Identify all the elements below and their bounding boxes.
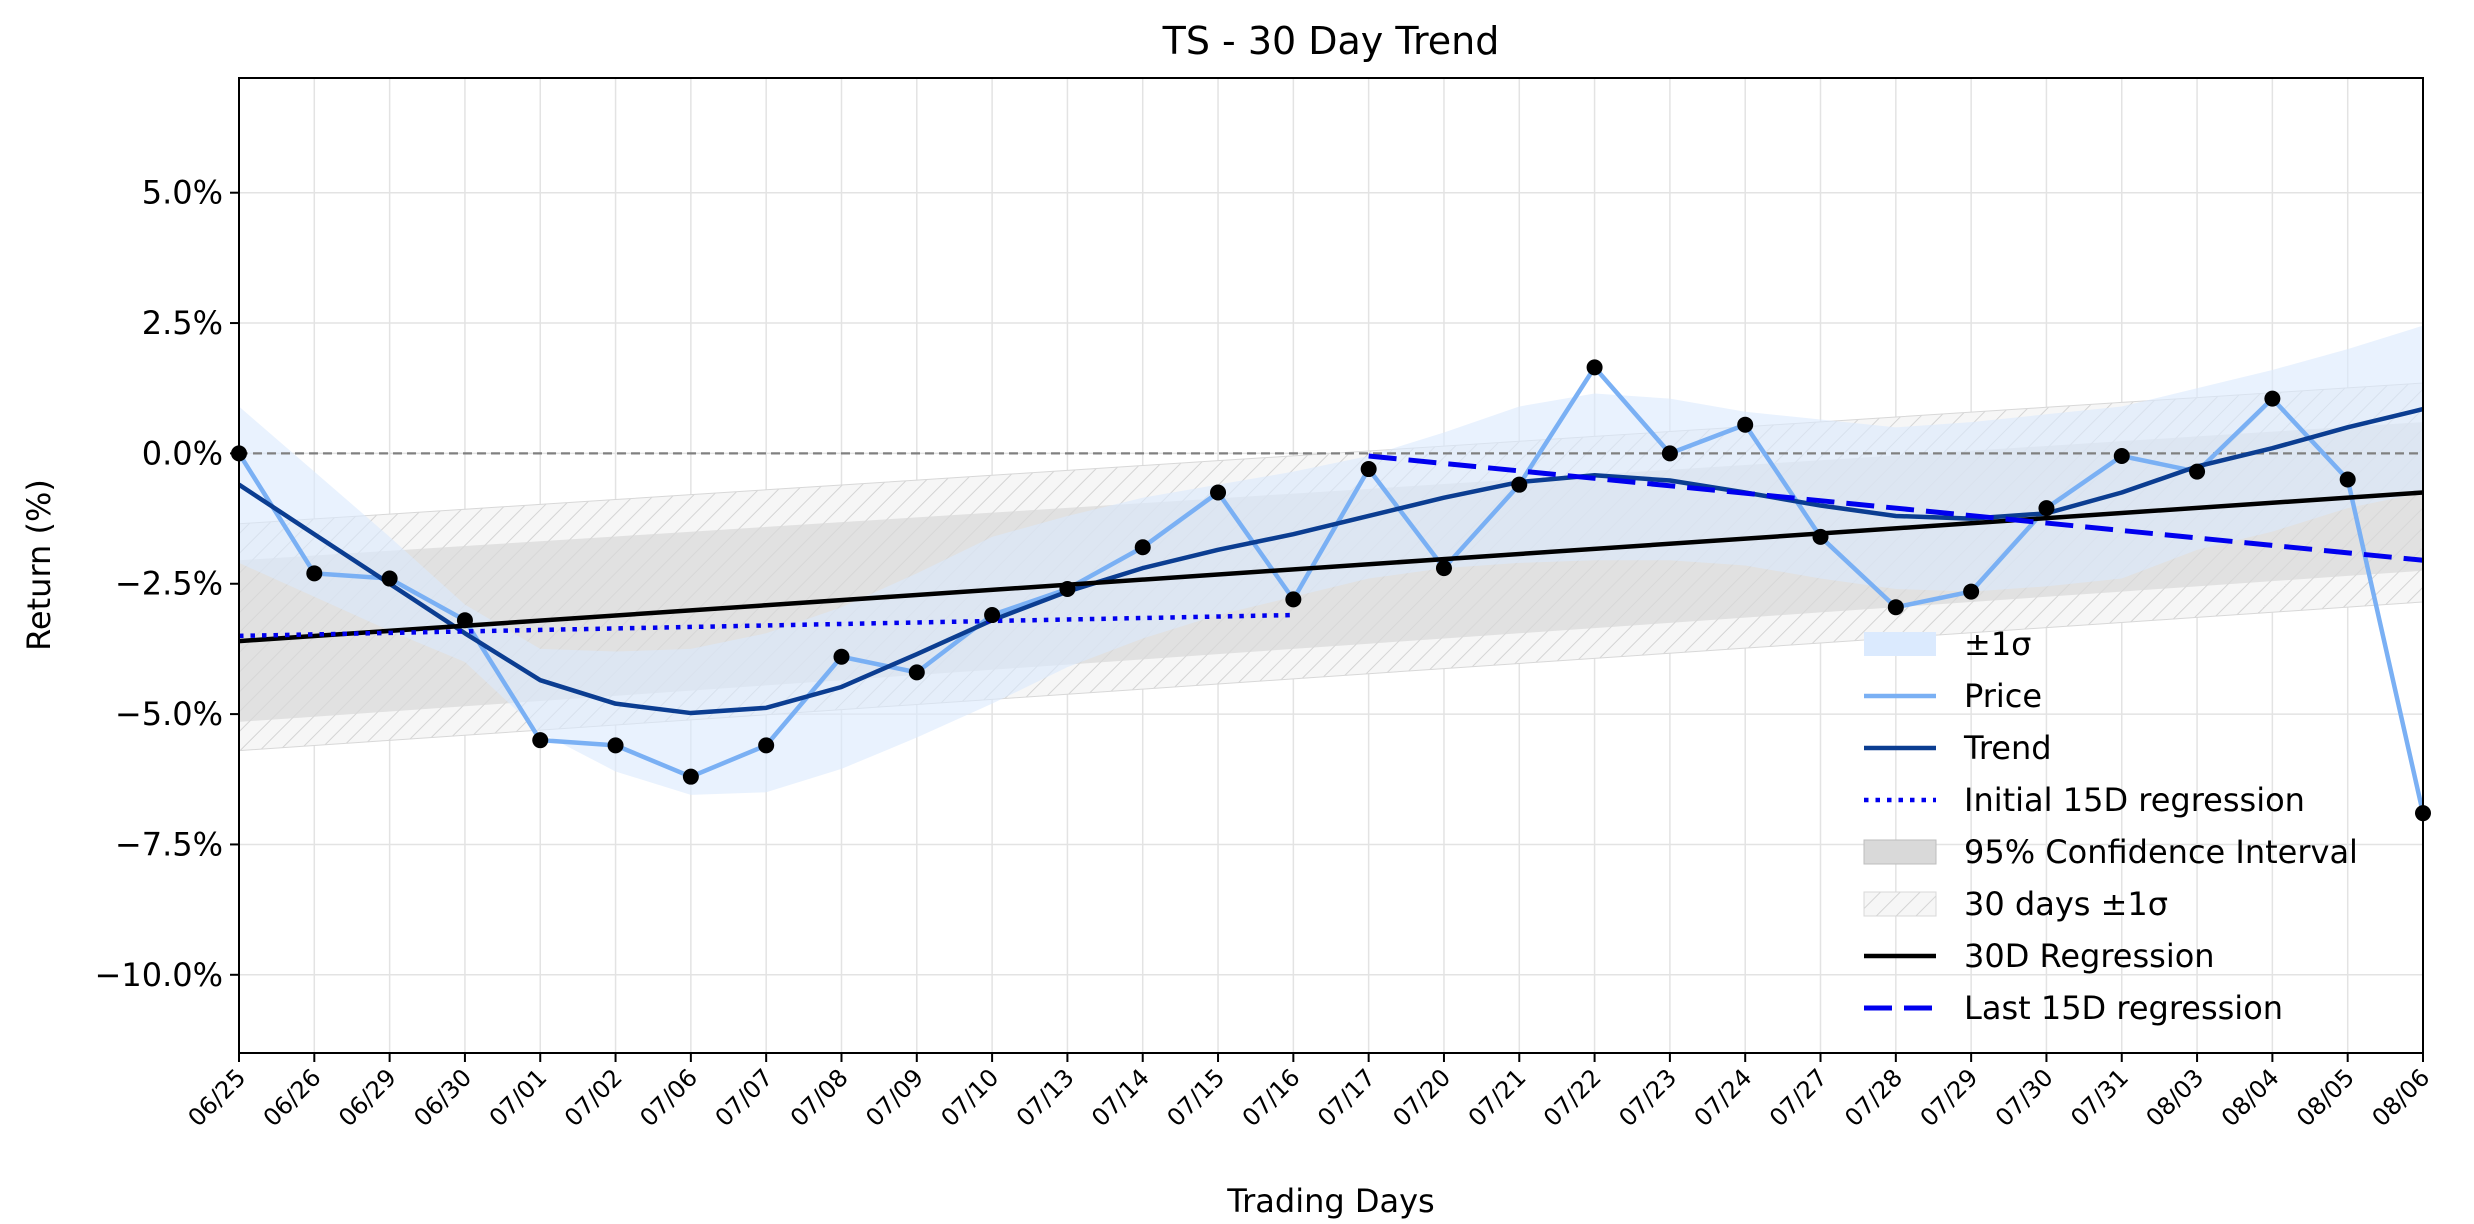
x-tick-label: 07/31 — [2065, 1063, 2134, 1132]
legend-swatch-95-confidence-interval — [1863, 839, 1937, 865]
y-tick-label: −5.0% — [115, 695, 223, 733]
price-point — [1059, 580, 1076, 597]
x-axis-ticks: 06/25 06/26 06/29 06/30 07/01 07/02 07/06 07/07… — [183, 1053, 2436, 1132]
price-point — [984, 607, 1001, 624]
price-point — [1661, 445, 1678, 462]
price-point — [1360, 461, 1377, 478]
price-line — [239, 365, 2423, 814]
price-markers — [231, 359, 2431, 822]
y-tick-label: −2.5% — [115, 565, 223, 603]
chart-title: TS - 30 Day Trend — [1162, 19, 1500, 63]
y-tick-label: 2.5% — [142, 304, 223, 342]
price-point — [1285, 591, 1302, 608]
price-point — [908, 664, 925, 681]
price-point — [1134, 539, 1151, 556]
x-tick-label: 07/13 — [1011, 1063, 1080, 1132]
price-point — [456, 612, 473, 629]
x-tick-label: 07/29 — [1915, 1063, 1984, 1132]
x-tick-label: 07/15 — [1162, 1063, 1231, 1132]
x-tick-label: 07/08 — [785, 1063, 854, 1132]
price-point — [1586, 359, 1603, 376]
x-tick-label: 07/17 — [1312, 1063, 1381, 1132]
price-point — [1210, 484, 1227, 501]
price-point — [532, 732, 549, 749]
x-tick-label: 07/30 — [1990, 1063, 2059, 1132]
x-tick-label: 07/27 — [1764, 1063, 1833, 1132]
trend-line — [239, 406, 2423, 716]
price-point — [1963, 583, 1980, 600]
price-point — [2189, 463, 2206, 480]
x-tick-label: 07/02 — [559, 1063, 628, 1132]
price-point — [1435, 560, 1452, 577]
price-point — [1737, 416, 1754, 433]
x-tick-label: 07/20 — [1387, 1063, 1456, 1132]
price-point — [1511, 476, 1528, 493]
regression-last-15d-line — [1368, 453, 2423, 563]
y-tick-label: 0.0% — [142, 434, 223, 472]
price-point — [833, 648, 850, 665]
price-point — [682, 768, 699, 785]
price-point — [2339, 471, 2356, 488]
regression-30d-line — [239, 490, 2423, 644]
x-tick-label: 07/21 — [1463, 1063, 1532, 1132]
x-tick-label: 06/26 — [258, 1063, 327, 1132]
price-point — [2038, 500, 2055, 517]
legend-swatch-30-days-1 — [1863, 891, 1937, 917]
band-sigma — [239, 325, 2423, 795]
y-tick-label: −10.0% — [95, 956, 223, 994]
legend-label: 95% Confidence Interval — [1964, 833, 2358, 871]
legend-label: Trend — [1963, 729, 2052, 767]
x-tick-label: 07/10 — [936, 1063, 1005, 1132]
y-tick-label: 5.0% — [142, 174, 223, 212]
legend-swatch-1 — [1864, 632, 1936, 656]
x-tick-label: 07/16 — [1237, 1063, 1306, 1132]
legend-label: Initial 15D regression — [1964, 781, 2305, 819]
x-tick-label: 06/29 — [333, 1063, 402, 1132]
x-axis-label: Trading Days — [1226, 1182, 1434, 1220]
x-tick-label: 08/03 — [2141, 1063, 2210, 1132]
x-tick-label: 07/01 — [484, 1063, 553, 1132]
x-tick-label: 07/09 — [860, 1063, 929, 1132]
price-point — [1887, 599, 1904, 616]
price-point — [381, 570, 398, 587]
price-point — [607, 737, 624, 754]
series-lines — [239, 365, 2423, 814]
price-point — [1812, 528, 1829, 545]
x-tick-label: 07/06 — [634, 1063, 703, 1132]
y-axis-label: Return (%) — [20, 479, 58, 651]
price-point — [2113, 448, 2130, 465]
x-tick-label: 08/05 — [2291, 1063, 2360, 1132]
plot-frame — [238, 77, 2424, 1054]
x-tick-label: 08/06 — [2367, 1063, 2436, 1132]
legend-label: 30D Regression — [1964, 937, 2215, 975]
y-tick-label: −7.5% — [115, 825, 223, 863]
legend-label: Price — [1964, 677, 2042, 715]
bands — [239, 325, 2423, 795]
x-tick-label: 06/30 — [408, 1063, 477, 1132]
regression-initial-15d-line — [239, 612, 1294, 639]
legend-label: 30 days ±1σ — [1964, 885, 2168, 923]
x-tick-label: 07/24 — [1689, 1063, 1758, 1132]
x-tick-label: 07/23 — [1613, 1063, 1682, 1132]
legend-label: Last 15D regression — [1964, 989, 2283, 1027]
price-point — [2264, 390, 2281, 407]
price-point — [758, 737, 775, 754]
x-tick-label: 06/25 — [183, 1063, 252, 1132]
legend-label: ±1σ — [1964, 625, 2031, 663]
x-tick-label: 07/22 — [1538, 1063, 1607, 1132]
x-tick-label: 07/28 — [1839, 1063, 1908, 1132]
price-point — [306, 565, 323, 582]
y-axis-ticks: 5.0% 2.5% 0.0% −2.5% −5.0% −7.5% −10.0% — [95, 174, 239, 994]
x-tick-label: 07/07 — [710, 1063, 779, 1132]
x-tick-label: 08/04 — [2216, 1063, 2285, 1132]
legend: ±1σ Price Trend Initial 15D regression 95% C… — [1863, 625, 2358, 1027]
x-tick-label: 07/14 — [1086, 1063, 1155, 1132]
